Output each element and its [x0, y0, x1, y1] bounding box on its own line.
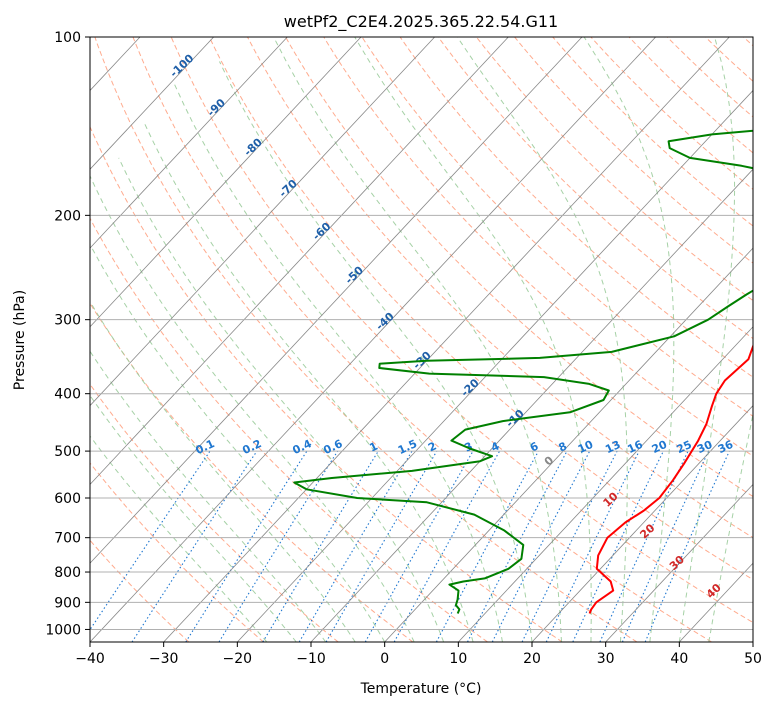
x-tick-label: −20	[223, 651, 253, 667]
x-tick-label: 40	[670, 651, 688, 667]
y-tick-label: 900	[54, 595, 81, 611]
y-axis-label: Pressure (hPa)	[12, 290, 28, 390]
y-tick-label: 600	[54, 491, 81, 507]
y-tick-label: 800	[54, 565, 81, 581]
y-tick-label: 100	[54, 30, 81, 46]
x-tick-label: −40	[75, 651, 105, 667]
x-tick-label: 10	[449, 651, 467, 667]
x-axis-label: Temperature (°C)	[360, 681, 482, 697]
y-tick-label: 500	[54, 444, 81, 460]
y-tick-label: 200	[54, 208, 81, 224]
chart-title: wetPf2_C2E4.2025.365.22.54.G11	[284, 12, 558, 32]
x-tick-label: 30	[597, 651, 615, 667]
x-tick-label: 20	[523, 651, 541, 667]
x-tick-label: −30	[149, 651, 179, 667]
y-tick-label: 400	[54, 387, 81, 403]
x-tick-label: 0	[380, 651, 389, 667]
x-tick-label: −10	[296, 651, 326, 667]
y-tick-label: 300	[54, 313, 81, 329]
y-tick-label: 1000	[45, 622, 81, 638]
y-tick-label: 700	[54, 531, 81, 547]
x-tick-label: 50	[744, 651, 762, 667]
